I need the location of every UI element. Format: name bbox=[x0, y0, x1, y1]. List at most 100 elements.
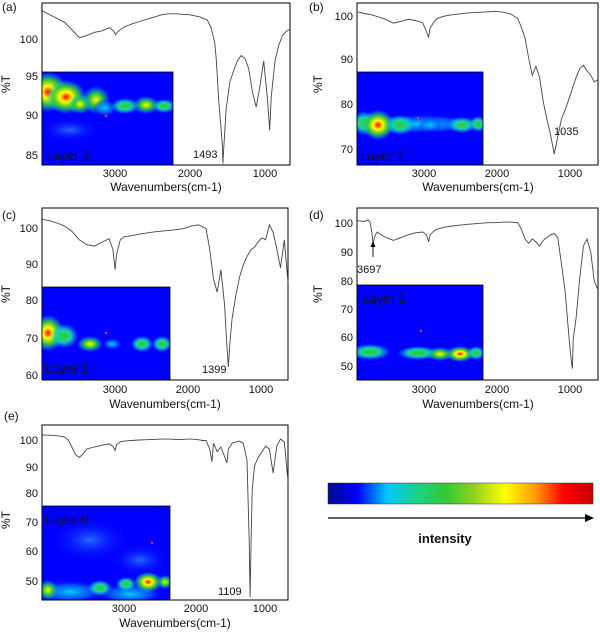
peak-annotation: 1109 bbox=[218, 586, 242, 598]
x-ticks: 3000 2000 1000 bbox=[412, 168, 582, 180]
x-tick-label: 1000 bbox=[249, 384, 273, 396]
y-tick-label: 70 bbox=[26, 517, 38, 529]
spectrum-line bbox=[356, 10, 599, 155]
spectrum-line bbox=[41, 10, 291, 164]
x-tick-label: 1000 bbox=[558, 384, 582, 396]
x-axis-label: Wavenumbers(cm-1) bbox=[422, 397, 534, 411]
annotation-arrow bbox=[370, 241, 376, 257]
x-axis-label: Wavenumbers(cm-1) bbox=[110, 180, 222, 194]
panel-label: (a) bbox=[2, 0, 17, 14]
x-tick-label: 2000 bbox=[176, 384, 200, 396]
y-tick-label: 70 bbox=[341, 144, 353, 156]
panel-label: (c) bbox=[2, 208, 16, 222]
x-tick-label: 1000 bbox=[253, 168, 277, 180]
panel-b: (b) %T Wavenumbers(cm-1) 70 80 90 100 30… bbox=[309, 0, 599, 194]
panel-c: (c) %T Wavenumbers(cm-1) 60 70 80 90 100… bbox=[0, 207, 289, 411]
y-ticks: 85 90 95 100 bbox=[20, 34, 38, 162]
x-tick-label: 1000 bbox=[558, 168, 582, 180]
raman-map bbox=[42, 506, 170, 600]
x-tick-label: 3000 bbox=[112, 603, 136, 615]
intensity-arrow-head bbox=[585, 514, 594, 522]
y-tick-label: 100 bbox=[335, 218, 353, 230]
y-ticks: 50 60 70 80 90 100 bbox=[20, 435, 38, 588]
raman-map bbox=[42, 72, 173, 165]
panel-e: (e) %T Wavenumbers(cm-1) 50 60 70 80 90 … bbox=[0, 409, 289, 630]
y-ticks: 60 70 80 90 100 bbox=[20, 223, 38, 382]
x-tick-label: 2000 bbox=[485, 384, 509, 396]
peak-annotation: 1399 bbox=[202, 364, 226, 376]
y-tick-label: 80 bbox=[341, 99, 353, 111]
x-ticks: 3000 2000 1000 bbox=[412, 384, 582, 396]
y-tick-label: 100 bbox=[20, 223, 38, 235]
panel-label: (e) bbox=[4, 409, 19, 423]
x-tick-label: 2000 bbox=[485, 168, 509, 180]
spectrum-line bbox=[41, 218, 289, 367]
map-border bbox=[41, 71, 174, 166]
y-tick-label: 60 bbox=[341, 332, 353, 344]
spectrum-line bbox=[41, 434, 289, 598]
y-tick-label: 100 bbox=[335, 11, 353, 23]
x-tick-label: 3000 bbox=[103, 384, 127, 396]
spectrum-line bbox=[356, 219, 599, 369]
y-tick-label: 80 bbox=[26, 295, 38, 307]
x-ticks: 3000 2000 1000 bbox=[112, 603, 277, 615]
y-tick-label: 90 bbox=[341, 54, 353, 66]
y-axis-label: %T bbox=[0, 74, 13, 93]
y-tick-label: 100 bbox=[20, 34, 38, 46]
y-tick-label: 70 bbox=[341, 304, 353, 316]
x-tick-label: 3000 bbox=[412, 168, 436, 180]
x-tick-label: 3000 bbox=[103, 168, 127, 180]
colorbar: intensity bbox=[327, 482, 594, 546]
raman-map bbox=[357, 72, 483, 165]
y-tick-label: 50 bbox=[26, 576, 38, 588]
peak-annotation: 3697 bbox=[357, 264, 381, 276]
y-tick-label: 60 bbox=[26, 546, 38, 558]
y-tick-label: 70 bbox=[26, 333, 38, 345]
x-axis-label: Wavenumbers(cm-1) bbox=[422, 180, 534, 194]
y-tick-label: 80 bbox=[26, 488, 38, 500]
x-tick-label: 2000 bbox=[178, 168, 202, 180]
map-layer-label: Layer 0 bbox=[45, 512, 88, 527]
map-border bbox=[41, 286, 171, 381]
y-tick-label: 50 bbox=[341, 361, 353, 373]
colorbar-label: intensity bbox=[418, 531, 472, 546]
y-axis-label: %T bbox=[0, 284, 13, 303]
y-tick-label: 60 bbox=[26, 370, 38, 382]
raman-map bbox=[357, 285, 483, 380]
colorbar-gradient bbox=[327, 482, 594, 505]
x-tick-label: 1000 bbox=[253, 603, 277, 615]
map-layer-label: Layer 1 bbox=[362, 291, 405, 306]
x-ticks: 3000 2000 1000 bbox=[103, 384, 273, 396]
y-tick-label: 90 bbox=[341, 247, 353, 259]
panel-a: (a) %T Wavenumbers(cm-1) 85 90 95 100 30… bbox=[0, 0, 291, 194]
map-border bbox=[41, 505, 171, 601]
panel-label: (b) bbox=[309, 0, 324, 14]
map-layer-label: Layer 2 bbox=[360, 148, 403, 163]
peak-annotation: 1035 bbox=[554, 126, 578, 138]
y-tick-label: 90 bbox=[26, 110, 38, 122]
y-ticks: 70 80 90 100 bbox=[335, 11, 353, 156]
y-tick-label: 90 bbox=[26, 462, 38, 474]
map-layer-label: Layer 3 bbox=[46, 148, 89, 163]
x-tick-label: 2000 bbox=[184, 603, 208, 615]
x-ticks: 3000 2000 1000 bbox=[103, 168, 277, 180]
x-axis-label: Wavenumbers(cm-1) bbox=[109, 397, 221, 411]
x-tick-label: 3000 bbox=[412, 384, 436, 396]
y-tick-label: 95 bbox=[26, 71, 38, 83]
raman-map bbox=[42, 287, 170, 380]
y-tick-label: 90 bbox=[26, 259, 38, 271]
y-ticks: 50 60 70 80 90 100 bbox=[335, 218, 353, 373]
x-axis-label: Wavenumbers(cm-1) bbox=[119, 616, 231, 630]
y-tick-label: 85 bbox=[26, 150, 38, 162]
panel-label: (d) bbox=[309, 208, 324, 222]
map-border bbox=[356, 71, 484, 166]
y-axis-label: %T bbox=[311, 74, 325, 93]
panel-d: (d) %T Wavenumbers(cm-1) 50 60 70 80 90 … bbox=[309, 207, 599, 411]
y-axis-label: %T bbox=[0, 510, 13, 529]
map-layer-label: Layer 2 bbox=[45, 361, 88, 376]
map-border bbox=[356, 284, 484, 381]
y-tick-label: 100 bbox=[20, 435, 38, 447]
y-tick-label: 80 bbox=[341, 276, 353, 288]
peak-annotation: 1493 bbox=[193, 149, 217, 161]
